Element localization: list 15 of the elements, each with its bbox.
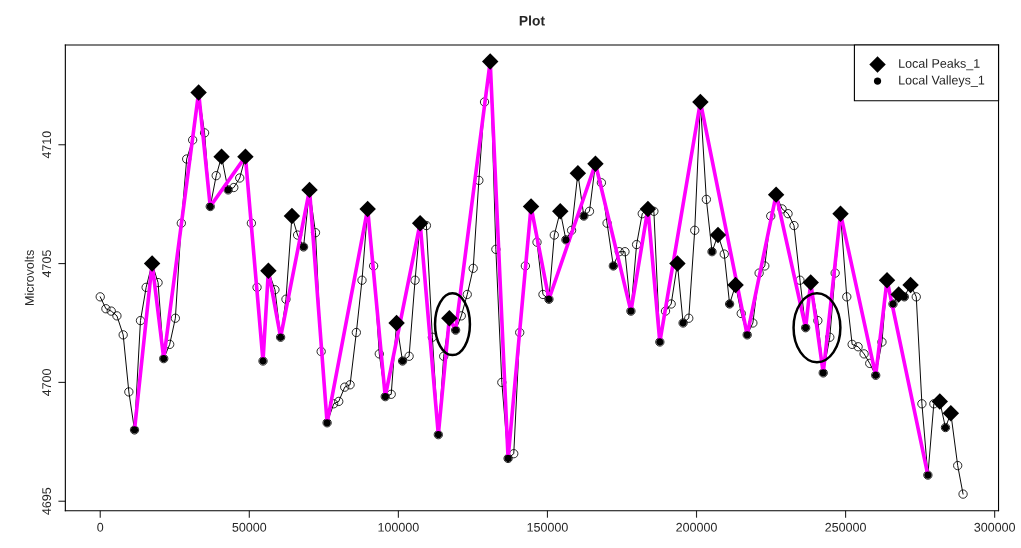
y-tick-label: 4700	[42, 368, 52, 397]
x-tick-label: 100000	[378, 522, 419, 532]
y-tick-label: 4695	[42, 487, 52, 515]
x-tick-label: 200000	[676, 522, 717, 532]
x-tick-label: 0	[97, 522, 104, 532]
y-axis-title: Microvolts	[24, 250, 34, 305]
y-tick-label: 4710	[42, 131, 52, 159]
legend-label: Local Valleys_1	[899, 75, 985, 87]
x-tick-label: 150000	[527, 522, 568, 532]
chart-title: Plot	[519, 15, 545, 26]
x-tick-label: 50000	[232, 522, 267, 532]
legend-label: Local Peaks_1	[899, 58, 980, 71]
y-tick-label: 4705	[42, 250, 52, 278]
x-tick-label: 250000	[825, 522, 866, 532]
x-tick-label: 300000	[974, 522, 1016, 532]
